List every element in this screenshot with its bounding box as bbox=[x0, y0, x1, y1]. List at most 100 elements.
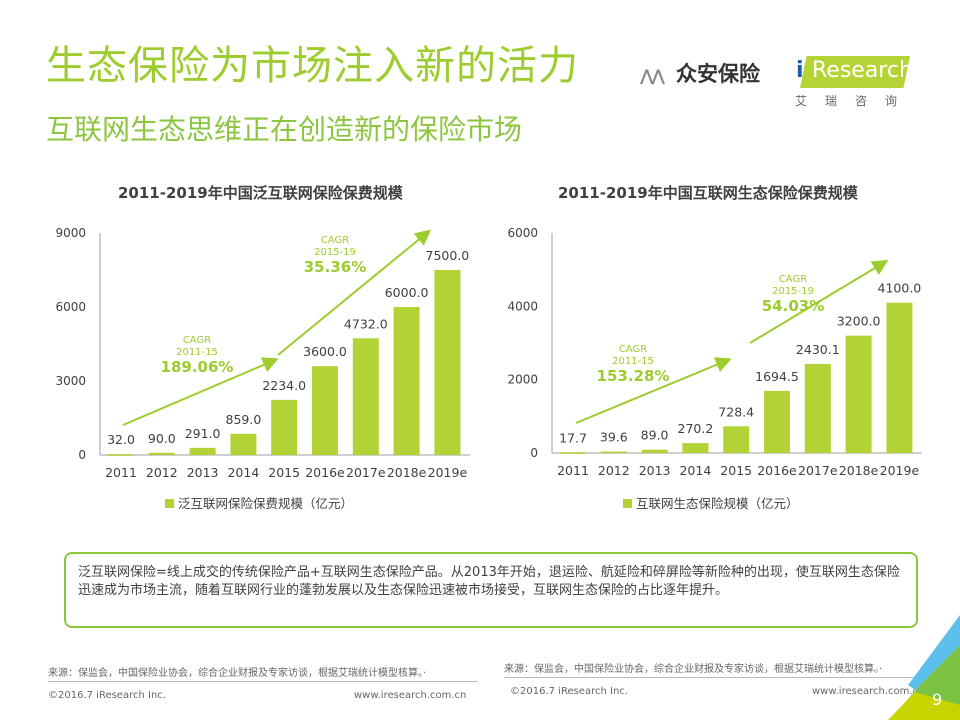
copyright-right: ©2016.7 iResearch Inc. bbox=[510, 686, 628, 697]
bar bbox=[271, 399, 298, 455]
iresearch-logo-bg bbox=[800, 56, 910, 88]
bar bbox=[352, 338, 379, 455]
cagr-period: 2015-19 bbox=[314, 247, 356, 258]
page-number: 9 bbox=[932, 690, 943, 709]
iresearch-text: Research bbox=[812, 58, 913, 83]
iresearch-i: i bbox=[796, 58, 804, 83]
chart-title-right: 2011-2019年中国互联网生态保险保费规模 bbox=[558, 184, 858, 202]
legend-swatch bbox=[165, 499, 174, 508]
corner-yellow-shape bbox=[888, 692, 960, 720]
bar bbox=[560, 452, 586, 454]
footer-divider-right bbox=[504, 677, 934, 678]
x-tick-label: 2017e bbox=[346, 465, 386, 480]
bar bbox=[230, 433, 257, 455]
bar-value-label: 1694.5 bbox=[755, 369, 799, 384]
bar-value-label: 17.7 bbox=[559, 430, 587, 445]
x-tick-label: 2012 bbox=[146, 465, 178, 480]
footer-divider-left bbox=[48, 681, 478, 682]
bar bbox=[189, 447, 216, 455]
bar bbox=[804, 363, 831, 453]
y-tick-label: 2000 bbox=[507, 373, 538, 387]
logo: ⋀⋀ 众安保险 i Research 艾瑞咨询 bbox=[640, 56, 920, 108]
bar-value-label: 4100.0 bbox=[878, 281, 922, 296]
cagr-label: CAGR bbox=[779, 274, 807, 285]
source-right: 来源：保监会，中国保险业协会，综合企业财报及专家访谈，根据艾瑞统计模型核算。· bbox=[504, 664, 883, 675]
source-left: 来源：保监会，中国保险业协会，综合企业财报及专家访谈，根据艾瑞统计模型核算。· bbox=[48, 668, 427, 679]
cagr-value: 35.36% bbox=[304, 258, 366, 276]
y-tick-label: 0 bbox=[78, 448, 86, 462]
iresearch-logo: i Research bbox=[796, 56, 913, 88]
iresearch-cn-text: 艾瑞咨询 bbox=[795, 94, 916, 108]
cagr-period: 2011-15 bbox=[612, 356, 654, 367]
bar-value-label: 2430.1 bbox=[796, 342, 840, 357]
x-tick-label: 2015 bbox=[720, 463, 752, 478]
bar-value-label: 270.2 bbox=[678, 421, 714, 436]
chart-title-left: 2011-2019年中国泛互联网保险保费规模 bbox=[118, 184, 403, 202]
website-left: www.iresearch.com.cn bbox=[354, 690, 467, 701]
note-box: 泛互联网保险=线上成交的传统保险产品+互联网生态保险产品。从2013年开始，退运… bbox=[64, 552, 918, 628]
bar bbox=[434, 270, 461, 455]
zhongan-logo: ⋀⋀ 众安保险 bbox=[640, 58, 760, 88]
cagr-period: 2011-15 bbox=[176, 347, 218, 358]
bar-value-label: 3200.0 bbox=[837, 314, 881, 329]
bar bbox=[600, 451, 627, 454]
legend-label: 泛互联网保险保费规模（亿元） bbox=[178, 496, 353, 511]
bar-value-label: 89.0 bbox=[641, 428, 669, 443]
cagr-value: 54.03% bbox=[762, 297, 824, 315]
cagr-arrow bbox=[749, 259, 889, 344]
bar bbox=[764, 390, 790, 453]
website-right: www.iresearch.com.cn bbox=[812, 686, 925, 697]
x-tick-label: 2011 bbox=[557, 463, 589, 478]
bar-value-label: 291.0 bbox=[185, 426, 221, 441]
bar-value-label: 6000.0 bbox=[385, 285, 429, 300]
y-tick-label: 9000 bbox=[55, 226, 86, 240]
cagr-arrow bbox=[122, 357, 279, 426]
cagr-label: CAGR bbox=[321, 235, 349, 246]
bar bbox=[682, 443, 709, 453]
bar-value-label: 7500.0 bbox=[426, 248, 470, 263]
cagr-value: 153.28% bbox=[597, 367, 670, 385]
bar-value-label: 90.0 bbox=[148, 431, 176, 446]
bar-value-label: 32.0 bbox=[107, 432, 135, 447]
page-subtitle: 互联网生态思维正在创造新的保险市场 bbox=[46, 113, 523, 146]
bar bbox=[886, 302, 913, 453]
x-tick-label: 2013 bbox=[639, 463, 671, 478]
legend-swatch bbox=[623, 499, 632, 508]
zhongan-text: 众安保险 bbox=[676, 62, 760, 86]
bar-value-label: 2234.0 bbox=[262, 378, 306, 393]
x-tick-label: 2019e bbox=[428, 465, 468, 480]
bar-value-label: 4732.0 bbox=[344, 316, 388, 331]
y-tick-label: 6000 bbox=[55, 300, 86, 314]
y-tick-label: 4000 bbox=[507, 299, 538, 313]
cagr-value: 189.06% bbox=[161, 358, 234, 376]
x-tick-label: 2013 bbox=[187, 465, 219, 480]
x-tick-label: 2015 bbox=[268, 465, 300, 480]
bar bbox=[312, 366, 338, 455]
y-tick-label: 6000 bbox=[507, 226, 538, 240]
x-tick-label: 2012 bbox=[598, 463, 630, 478]
x-tick-label: 2014 bbox=[679, 463, 711, 478]
legend-label: 互联网生态保险规模（亿元） bbox=[636, 496, 799, 511]
cagr-arrow bbox=[575, 357, 732, 424]
bar bbox=[393, 307, 420, 455]
x-tick-label: 2011 bbox=[105, 465, 137, 480]
bar-value-label: 728.4 bbox=[718, 404, 754, 419]
bar bbox=[641, 449, 668, 453]
cagr-label: CAGR bbox=[619, 344, 647, 355]
corner-decoration bbox=[888, 615, 960, 720]
copyright-left: ©2016.7 iResearch Inc. bbox=[48, 690, 166, 701]
x-tick-label: 2018e bbox=[387, 465, 427, 480]
x-tick-label: 2016e bbox=[757, 463, 797, 478]
y-tick-label: 0 bbox=[530, 446, 538, 460]
bar bbox=[148, 452, 175, 455]
bar bbox=[845, 335, 872, 453]
page-title: 生态保险为市场注入新的活力 bbox=[46, 43, 579, 89]
bar bbox=[108, 454, 134, 456]
x-tick-label: 2018e bbox=[839, 463, 879, 478]
x-tick-label: 2019e bbox=[880, 463, 920, 478]
cagr-label: CAGR bbox=[183, 335, 211, 346]
zhongan-mark-icon: ⋀⋀ bbox=[640, 66, 665, 85]
bar-value-label: 859.0 bbox=[226, 412, 262, 427]
bar-value-label: 3600.0 bbox=[303, 344, 347, 359]
